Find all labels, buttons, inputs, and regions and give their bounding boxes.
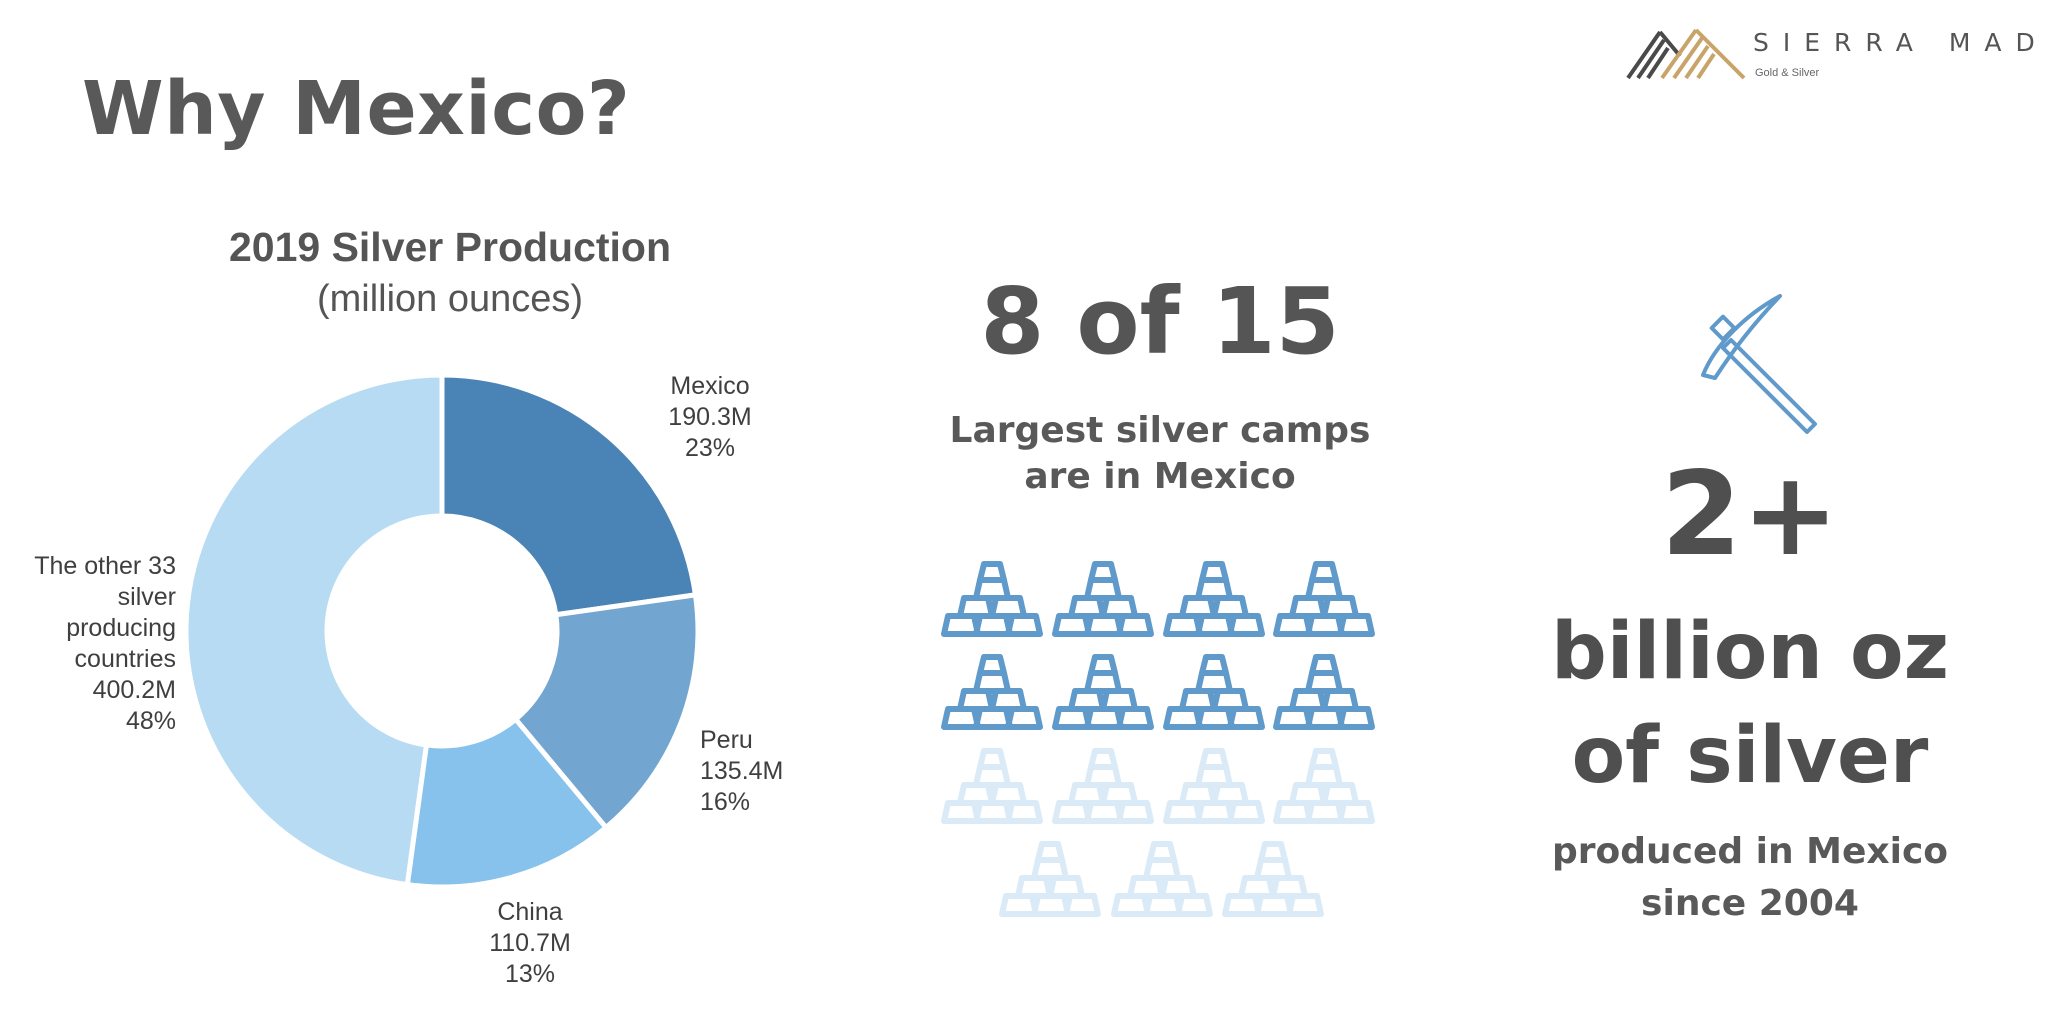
silver-bar-stack-icon <box>1052 561 1154 637</box>
slice-label: Peru 135.4M 16% <box>700 726 783 816</box>
sierra-madre-logo: SIERRA MADRE Gold & Silver <box>1620 26 2048 86</box>
production-line-1: billion oz <box>1550 607 1950 697</box>
production-headline: 2+ <box>1661 447 1839 582</box>
page-title: Why Mexico? <box>82 66 631 152</box>
slice-label: Mexico 190.3M 23% <box>668 372 751 462</box>
silver-bar-stack-icon <box>1111 841 1213 917</box>
silver-bar-stack-icon <box>1163 654 1265 730</box>
silver-bar-stack-icon <box>1163 748 1265 824</box>
silver-bar-stack-icon <box>941 561 1043 637</box>
camps-description: Largest silver camps are in Mexico <box>860 408 1460 500</box>
silver-bar-stack-icon <box>1273 748 1375 824</box>
silver-bar-stack-icon <box>1222 841 1324 917</box>
mountain-logo-icon <box>1626 28 1746 80</box>
production-note: produced in Mexico since 2004 <box>1500 826 2000 930</box>
silver-bar-stack-icon <box>1052 748 1154 824</box>
camps-headline: 8 of 15 <box>980 268 1340 375</box>
donut-slice <box>512 592 701 832</box>
logo-name: SIERRA MADRE <box>1753 28 2048 57</box>
donut-slice <box>404 715 610 890</box>
silver-bar-stack-icon <box>941 654 1043 730</box>
slice-label: The other 33 silver producing countries 400.… <box>34 552 176 735</box>
slice-label: China 110.7M 13% <box>489 898 571 988</box>
chart-subtitle: (million ounces) <box>316 278 584 320</box>
silver-bar-stack-icon <box>1052 654 1154 730</box>
donut-slice <box>439 372 699 618</box>
logo-tagline: Gold & Silver <box>1755 67 1820 79</box>
production-note-line-1: produced in Mexico <box>1551 831 1949 872</box>
production-note-line-2: since 2004 <box>1641 883 1859 924</box>
silver-bar-stack-icon <box>999 841 1101 917</box>
camps-line-2: are in Mexico <box>1024 456 1296 497</box>
silver-bar-stack-icon <box>941 748 1043 824</box>
production-line-2: of silver <box>1571 711 1929 801</box>
silver-bar-stack-icon <box>1163 561 1265 637</box>
silver-bar-stack-icon <box>1273 561 1375 637</box>
donut-slice <box>183 372 445 888</box>
camps-line-1: Largest silver camps <box>949 410 1371 451</box>
silver-bar-stack-icon <box>1273 654 1375 730</box>
chart-title: 2019 Silver Production <box>228 224 672 270</box>
pickaxe-icon <box>1701 294 1817 434</box>
